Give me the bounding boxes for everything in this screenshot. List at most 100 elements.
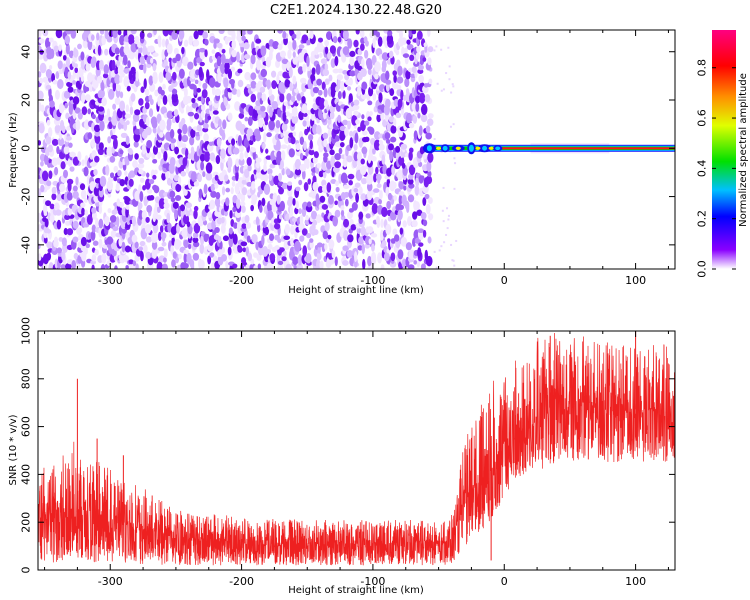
spectral-cell <box>324 78 330 85</box>
spectral-cell <box>329 111 335 120</box>
spectral-cell <box>130 93 136 102</box>
spectral-cell <box>360 68 367 77</box>
spectral-cell <box>80 92 86 104</box>
spectral-cell <box>309 30 314 40</box>
spectral-cell <box>55 209 62 216</box>
spectral-cell <box>269 106 273 118</box>
spectral-cell <box>97 148 105 156</box>
spectral-cell <box>108 88 115 100</box>
spectral-cell <box>122 54 128 66</box>
spectral-cell <box>49 203 55 210</box>
spectral-cell <box>196 87 202 93</box>
spectral-cell <box>227 112 233 121</box>
spectral-cell <box>243 42 250 50</box>
spectral-cell <box>175 53 181 62</box>
spectral-cell <box>307 133 314 141</box>
spectral-cell <box>170 197 176 203</box>
spectral-cell <box>389 88 395 97</box>
spectral-cell <box>112 30 118 39</box>
spectral-cell <box>322 132 329 140</box>
spectral-cell <box>427 170 432 178</box>
spectral-cell <box>322 69 330 77</box>
spectral-cell <box>80 236 87 247</box>
spectral-cell <box>296 30 302 37</box>
spectral-cell <box>84 247 88 255</box>
spectral-cell <box>101 35 107 46</box>
spectral-cell <box>399 30 404 40</box>
spectral-cell <box>342 46 350 56</box>
spectral-cell <box>73 48 79 58</box>
spectral-cell <box>306 120 311 128</box>
spectral-cell <box>261 245 269 257</box>
spectral-cell <box>308 149 315 156</box>
spectral-cell <box>38 140 42 146</box>
spectral-cell <box>291 106 298 117</box>
spectral-cell <box>193 84 198 96</box>
spectral-cell <box>112 226 119 232</box>
spectral-cell <box>360 43 365 51</box>
spectral-cell <box>426 118 434 126</box>
spectral-cell <box>45 200 52 207</box>
spectral-cell <box>246 128 253 137</box>
spectral-cell <box>169 128 175 139</box>
spectral-cell <box>291 115 299 124</box>
spectral-cell <box>342 30 349 41</box>
spectral-cell <box>425 255 433 267</box>
spectral-cell <box>240 103 247 109</box>
spectral-cell <box>221 186 226 196</box>
spectral-cell <box>231 138 236 146</box>
spectral-cell <box>207 211 212 218</box>
spectral-cell <box>395 145 401 153</box>
snr-y-ticks: 0 200 400 600 800 1000 <box>20 317 675 574</box>
spectral-cell <box>405 70 411 80</box>
spectral-cell <box>405 242 413 251</box>
spectral-cell <box>66 125 71 131</box>
spectral-cell <box>44 218 49 228</box>
spectral-cell <box>139 190 144 202</box>
spectral-cell <box>193 209 198 220</box>
signal-blob-core <box>442 145 448 151</box>
spectral-cell <box>359 30 365 38</box>
spectral-cell <box>266 132 272 138</box>
spectral-cell <box>98 204 103 214</box>
spectral-cell <box>241 205 246 213</box>
spectral-cell <box>302 245 308 257</box>
spectral-cell <box>220 158 226 164</box>
spectral-cell <box>385 139 391 144</box>
spectral-cell <box>298 44 305 49</box>
spectral-cell <box>152 158 158 164</box>
spectral-cell <box>39 77 44 84</box>
spectral-cell <box>180 204 186 212</box>
spectral-cell <box>348 93 353 104</box>
spectral-cell <box>231 30 236 40</box>
spectral-cell <box>339 130 346 141</box>
spectral-cell <box>250 54 256 65</box>
spectral-cell <box>292 55 299 65</box>
spectral-cell <box>134 153 139 160</box>
spectral-cell <box>389 50 394 59</box>
spectral-cell <box>321 204 329 210</box>
spectral-cell <box>113 176 118 182</box>
spectral-cell <box>192 252 200 261</box>
spectral-cell <box>400 143 408 150</box>
spectral-cell <box>38 71 42 78</box>
spectral-cell <box>381 52 389 61</box>
spectral-cell <box>153 169 158 175</box>
spectral-cell <box>279 247 285 253</box>
spectral-cell <box>101 253 107 264</box>
spectral-cell <box>134 109 141 116</box>
spectrogram-x-axis-label: Height of straight line (km) <box>288 285 424 296</box>
spectral-cell <box>420 103 428 116</box>
spectral-cell <box>305 148 309 157</box>
spectral-cell <box>251 180 256 191</box>
spectral-cell <box>150 57 154 64</box>
spectral-cell <box>337 114 342 123</box>
spectral-cell <box>87 39 93 51</box>
spectral-cell <box>353 143 358 151</box>
spectral-cell <box>43 203 48 215</box>
spectral-cell <box>413 130 418 141</box>
spectral-cell <box>138 157 145 165</box>
spectral-cell <box>397 98 403 109</box>
spectral-cell <box>337 36 342 43</box>
spectral-cell <box>409 147 414 153</box>
